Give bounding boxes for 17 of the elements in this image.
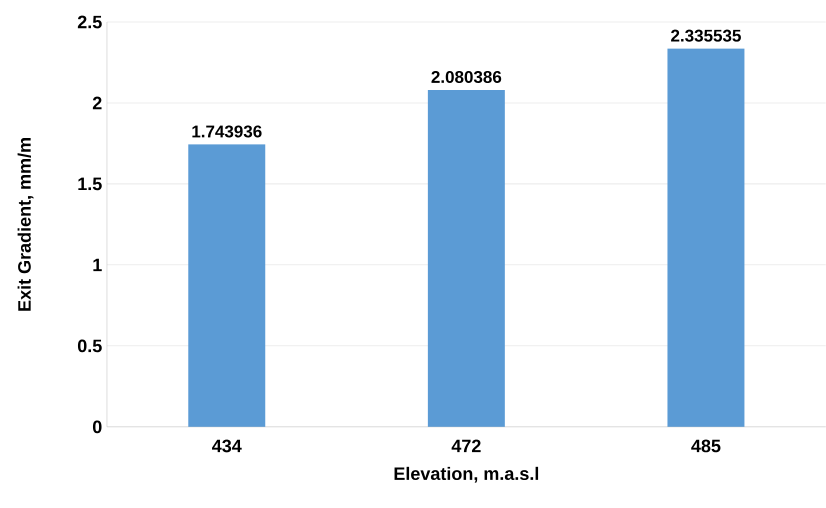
- y-tick-label: 2.5: [78, 16, 102, 28]
- y-tick-label: 2: [92, 96, 102, 110]
- data-label: 2.335535: [671, 30, 741, 42]
- y-tick-label: 1.5: [78, 178, 102, 190]
- x-tick-label: 472: [452, 440, 481, 452]
- y-axis-title: Exit Gradient, mm/m: [18, 138, 34, 311]
- data-label: 1.743936: [192, 126, 262, 138]
- bar: [428, 90, 505, 427]
- x-tick-label: 434: [212, 440, 242, 452]
- x-tick-label: 485: [691, 440, 720, 452]
- y-tick-label: 0: [92, 420, 102, 434]
- bar: [667, 48, 744, 427]
- y-tick-label: 0.5: [78, 340, 102, 352]
- x-axis-title: Elevation, m.a.s.l: [394, 466, 538, 483]
- y-tick-label: 1: [93, 258, 102, 272]
- data-label: 2.080386: [432, 71, 502, 84]
- bar: [188, 144, 266, 427]
